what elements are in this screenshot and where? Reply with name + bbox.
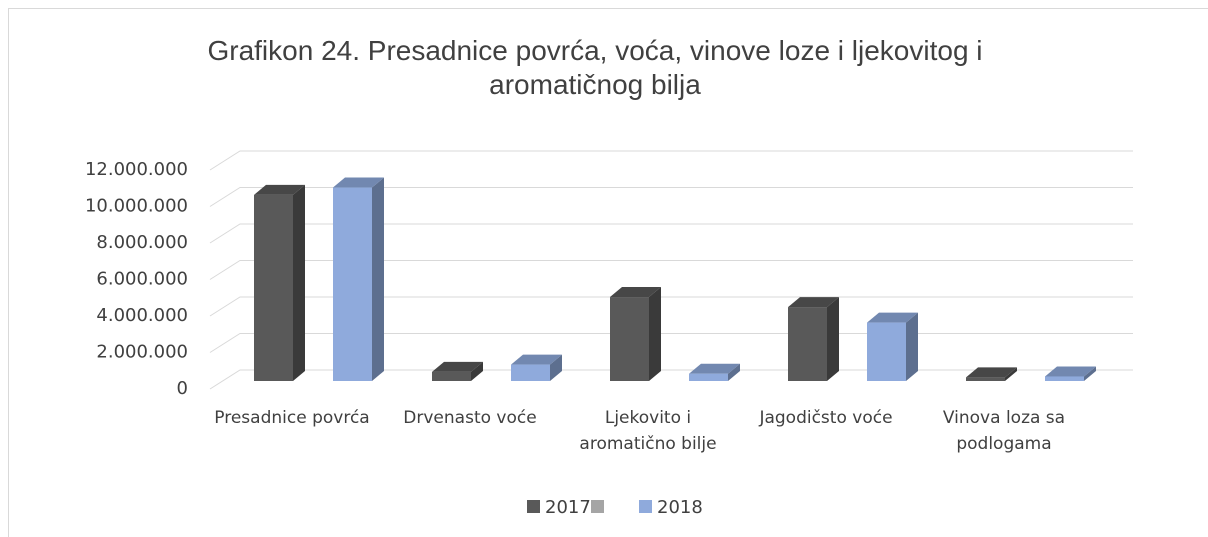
y-tick-label: 6.000.000 (96, 269, 188, 290)
bar-top (610, 287, 661, 298)
bar-top (511, 354, 562, 365)
bar-top (1045, 366, 1096, 377)
bar-side (906, 312, 918, 381)
bar-side (293, 184, 305, 381)
legend-swatch (591, 500, 604, 513)
bar-top (432, 361, 483, 372)
x-tick-label: Drvenasto voće (403, 408, 537, 428)
bar-side (827, 297, 839, 381)
bar-side (471, 361, 483, 381)
legend-label: 2018 (657, 497, 703, 518)
bar-top (254, 184, 305, 195)
bar-top (689, 363, 740, 374)
chart-border (8, 8, 1208, 537)
chart-title: Grafikon 24. Presadnice povrća, voća, vi… (207, 35, 983, 100)
y-tick-label: 4.000.000 (96, 305, 188, 326)
bar-top (867, 312, 918, 323)
bar-side (1005, 367, 1017, 381)
bar (254, 194, 293, 381)
bar (1045, 376, 1084, 381)
x-tick-label: Presadnice povrća (214, 408, 370, 428)
legend-label: 2017 (545, 497, 591, 518)
y-tick-label: 0 (177, 378, 188, 399)
y-tick-label: 12.000.000 (85, 159, 188, 180)
bar (511, 364, 550, 381)
legend-swatch (639, 500, 652, 513)
bar-top (788, 297, 839, 308)
grid-line (209, 150, 1133, 171)
grid-line (209, 223, 1133, 244)
y-tick-label: 10.000.000 (85, 196, 188, 217)
legend-swatch (527, 500, 540, 513)
grid-line (209, 260, 1133, 280)
bar (432, 371, 471, 381)
bar-side (550, 354, 562, 381)
bar (610, 297, 649, 381)
bar-top (966, 367, 1017, 378)
bar-top (333, 177, 384, 188)
bar (966, 377, 1005, 381)
x-tick-label: Vinova loza sa podlogama (942, 408, 1066, 454)
x-tick-label: Ljekovito i aromatično bilje (579, 408, 717, 454)
y-tick-label: 2.000.000 (96, 342, 188, 363)
y-tick-label: 8.000.000 (96, 232, 188, 253)
bar-side (728, 363, 740, 381)
bar (689, 373, 728, 381)
bar-side (1084, 366, 1096, 381)
x-tick-label: Jagodičsto voće (759, 408, 893, 428)
grid-line (209, 187, 1133, 207)
bar (788, 307, 827, 381)
grid-line (209, 296, 1133, 317)
bar-side (372, 177, 384, 381)
bar (333, 187, 372, 381)
bar-side (649, 287, 661, 381)
bar (867, 322, 906, 381)
